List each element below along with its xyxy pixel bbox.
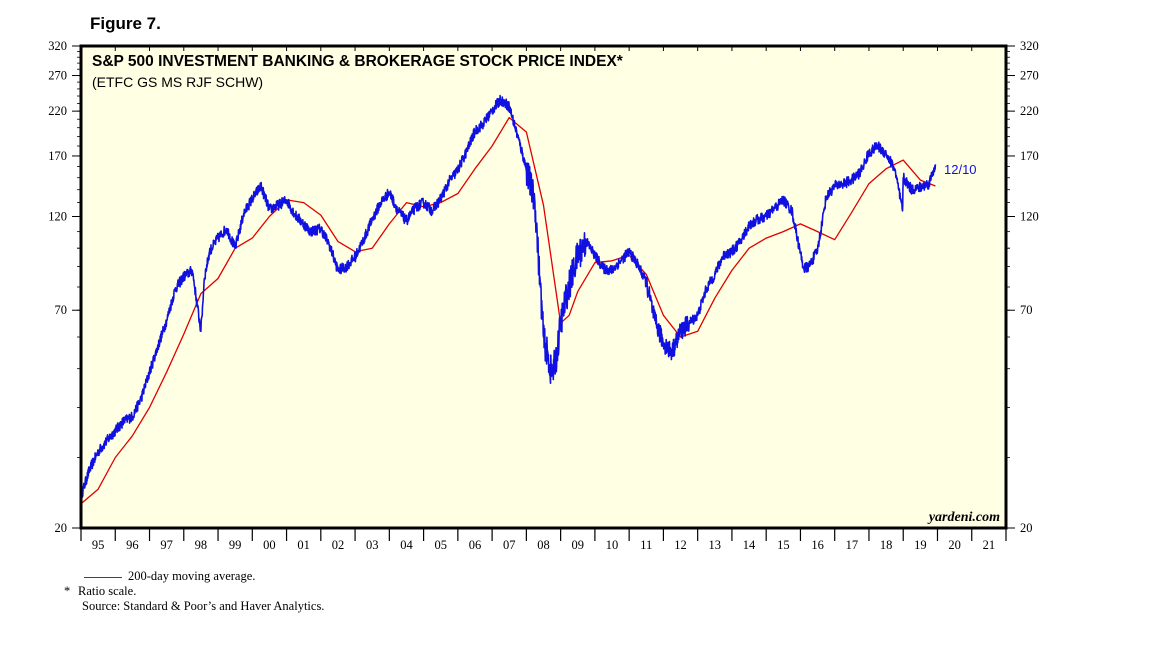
x-tick-label: 11 [640, 538, 652, 552]
x-tick-label: 06 [469, 538, 482, 552]
series-layer [80, 94, 937, 505]
x-tick-label: 97 [160, 538, 173, 552]
x-tick-label: 03 [366, 538, 379, 552]
figure-label: Figure 7. [90, 14, 161, 33]
x-tick-label: 01 [297, 538, 310, 552]
x-tick-label: 05 [434, 538, 447, 552]
x-tick-label: 07 [503, 538, 516, 552]
ratio-scale-text: Ratio scale. [78, 584, 137, 598]
left-tick-label: 170 [48, 149, 67, 163]
source-watermark: yardeni.com [927, 510, 1000, 525]
x-tick-label: 15 [777, 538, 790, 552]
x-tick-label: 14 [743, 538, 756, 552]
left-tick-label: 70 [55, 303, 68, 317]
left-tick-label: 320 [48, 39, 67, 53]
x-tick-label: 13 [709, 538, 722, 552]
left-tick-label: 220 [48, 104, 67, 118]
x-axis: 95 96 97 98 99 00 01 02 03 04 05 06 07 08 09 10 11 12 13 14… [80, 46, 1007, 552]
series-line-moving-average [80, 116, 936, 505]
legend-label: 200-day moving average. [128, 569, 256, 583]
x-tick-label: 16 [811, 538, 824, 552]
x-tick-label: 09 [572, 538, 585, 552]
x-tick-label: 95 [92, 538, 105, 552]
x-tick-label: 98 [195, 538, 208, 552]
x-tick-label: 18 [880, 538, 893, 552]
left-y-axis: 20 70 120 170 220 270 320 [48, 39, 81, 535]
series-line-price-index [80, 94, 937, 501]
x-tick-label: 08 [537, 538, 550, 552]
last-value-annotation: 12/10 [944, 162, 977, 177]
x-tick-label: 04 [400, 538, 413, 552]
right-tick-label: 320 [1020, 39, 1039, 53]
x-tick-label: 12 [674, 538, 687, 552]
x-tick-label: 21 [983, 538, 996, 552]
right-tick-label: 70 [1020, 303, 1033, 317]
chart-subtitle: (ETFC GS MS RJF SCHW) [92, 74, 263, 90]
x-tick-label: 00 [263, 538, 276, 552]
right-tick-label: 270 [1020, 69, 1039, 83]
plot-area [81, 46, 1006, 528]
left-tick-label: 270 [48, 69, 67, 83]
x-tick-label: 19 [914, 538, 927, 552]
source-note: Source: Standard & Poor’s and Haver Anal… [64, 599, 324, 614]
footnote-star: * [64, 584, 71, 598]
source-text: Source: Standard & Poor’s and Haver Anal… [82, 599, 325, 613]
x-tick-label: 02 [332, 538, 345, 552]
x-tick-label: 20 [948, 538, 961, 552]
footnotes: 200-day moving average. * Ratio scale. So… [64, 569, 324, 614]
right-tick-label: 120 [1020, 210, 1039, 224]
legend-swatch-moving-average [84, 576, 122, 578]
chart-title: S&P 500 INVESTMENT BANKING & BROKERAGE S… [92, 53, 624, 70]
legend-row: 200-day moving average. [64, 569, 324, 584]
right-tick-label: 220 [1020, 104, 1039, 118]
x-tick-label: 99 [229, 538, 242, 552]
left-tick-label: 120 [48, 210, 67, 224]
right-y-axis: 20 70 120 170 220 270 320 [1006, 39, 1039, 535]
x-tick-label: 10 [606, 538, 619, 552]
right-tick-label: 170 [1020, 149, 1039, 163]
x-tick-label: 96 [126, 538, 139, 552]
ratio-scale-note: * Ratio scale. [64, 584, 324, 599]
x-tick-label: 17 [846, 538, 859, 552]
right-tick-label: 20 [1020, 521, 1033, 535]
left-tick-label: 20 [55, 521, 68, 535]
